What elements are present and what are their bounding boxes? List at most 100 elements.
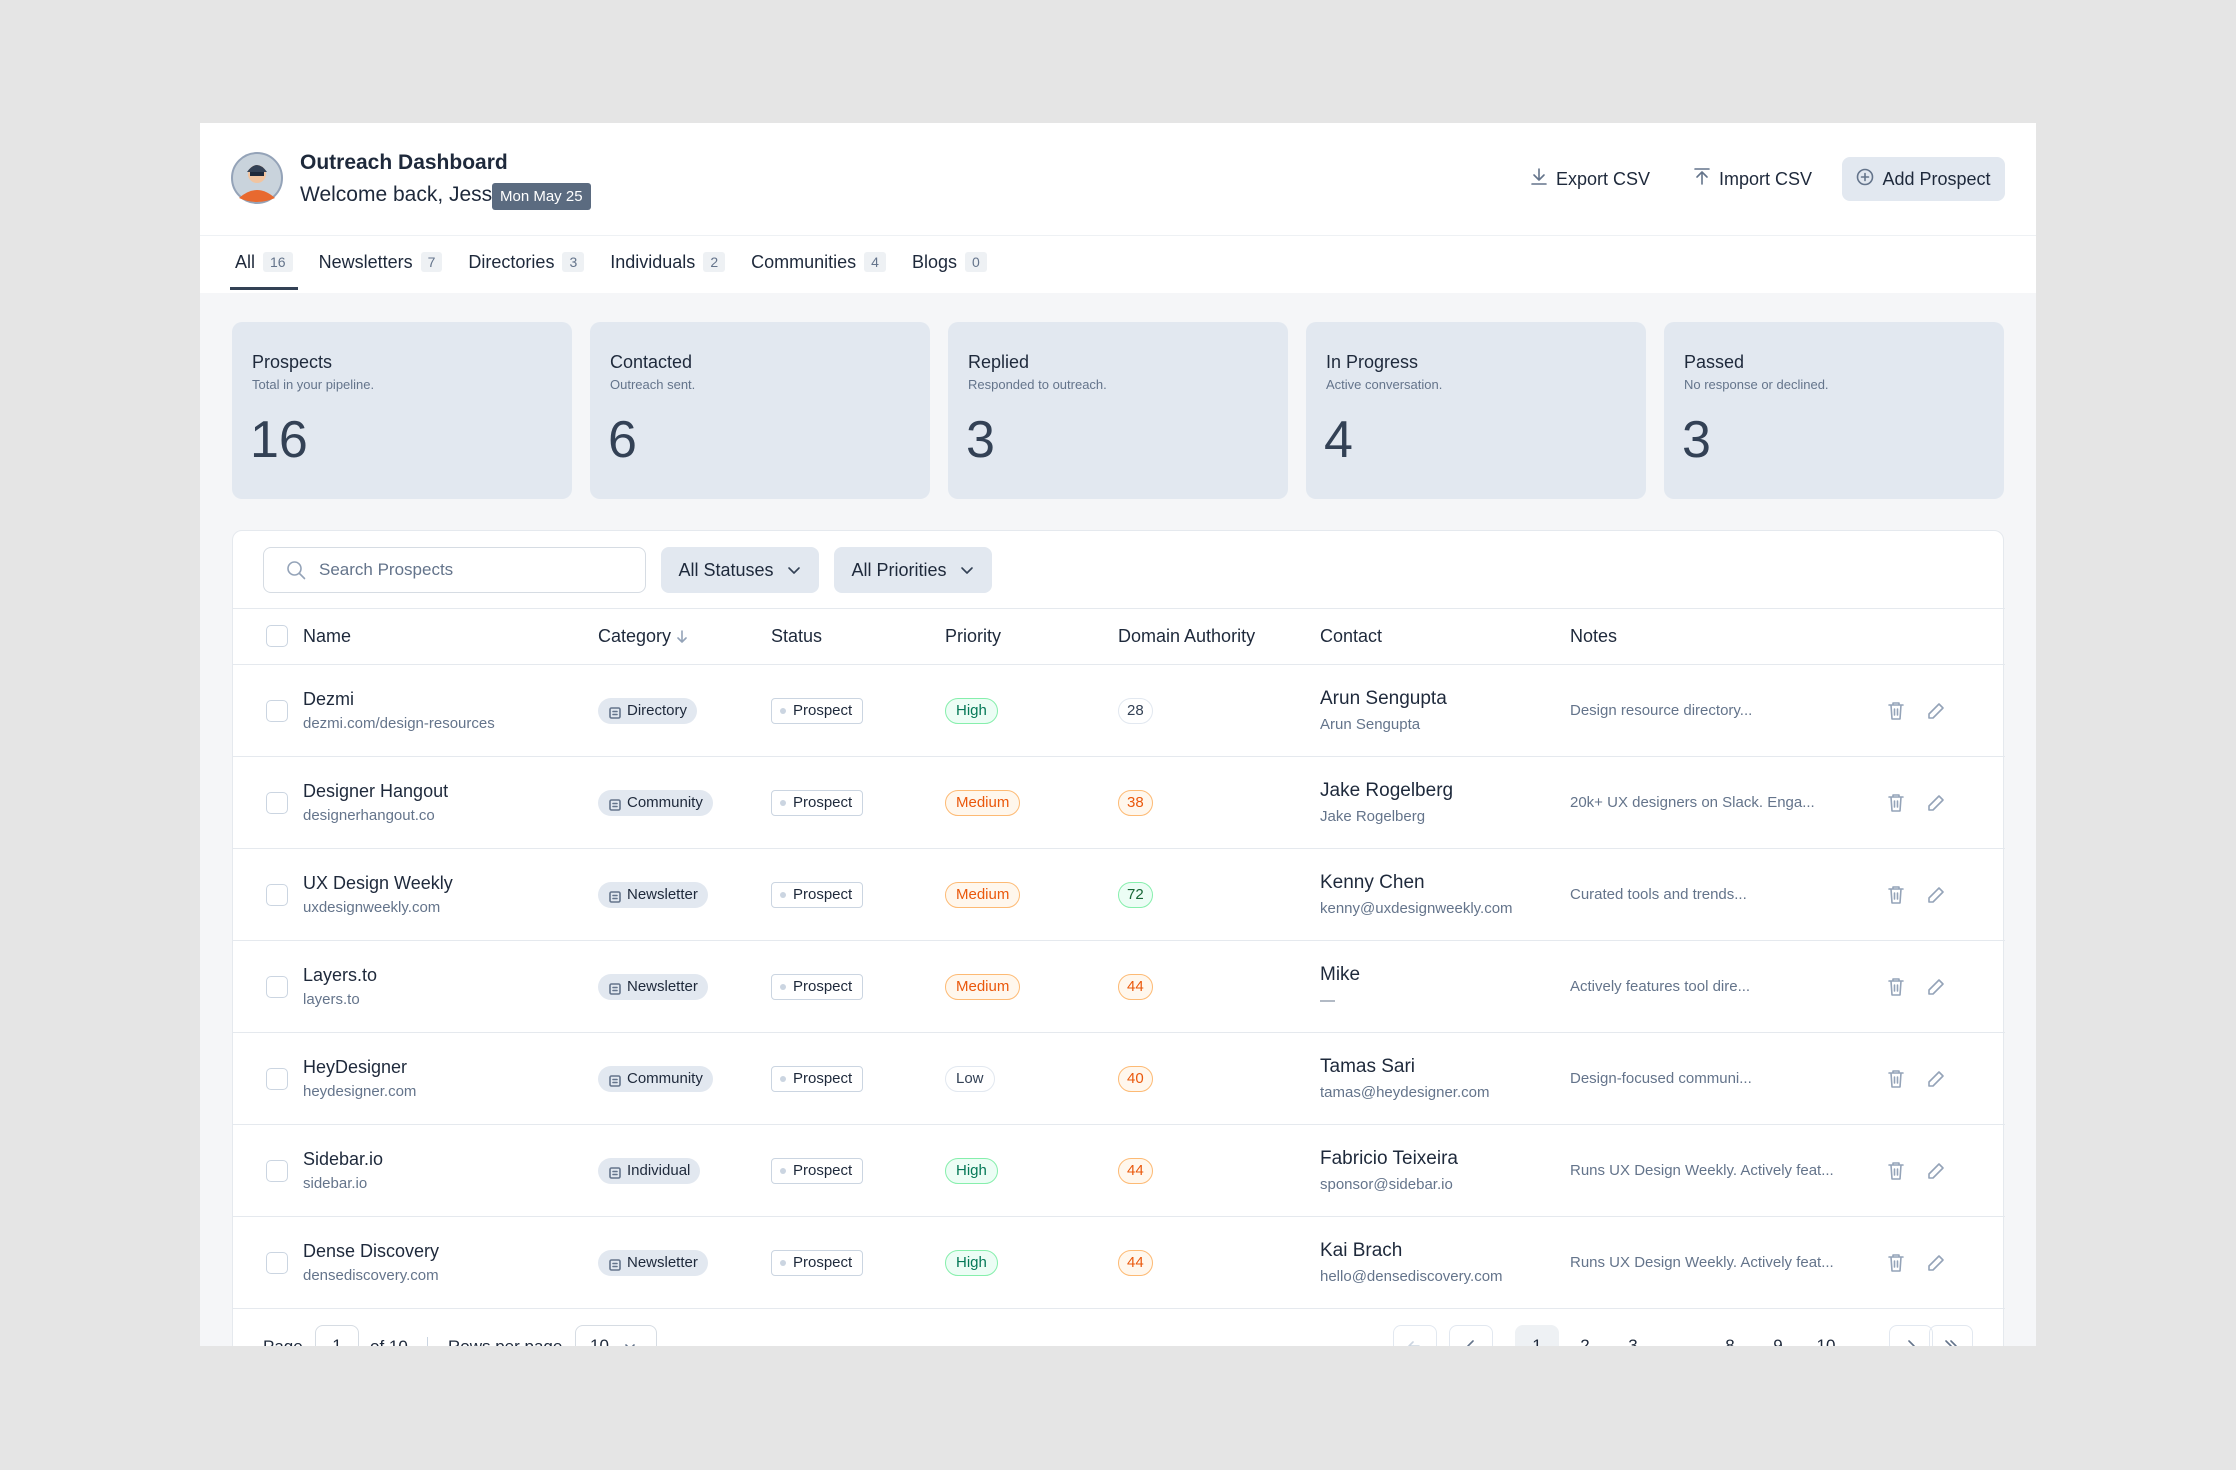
nav-icon (1407, 1338, 1423, 1346)
contact-name: Mike (1320, 964, 1361, 985)
stat-label: Replied (968, 352, 1030, 372)
title: Outreach Dashboard (300, 151, 508, 174)
category-label: Directory (627, 702, 688, 719)
stat-label: Contacted (610, 352, 693, 372)
row-checkbox[interactable] (266, 976, 288, 998)
prospect-name: Layers.to (303, 965, 378, 985)
action-icon (1530, 167, 1548, 191)
prospect-url: uxdesignweekly.com (303, 899, 441, 916)
filter-dropdown[interactable]: All Statuses (661, 547, 819, 593)
tab[interactable]: Individuals 2 (610, 247, 726, 277)
row-checkbox[interactable] (266, 1160, 288, 1182)
tab[interactable]: Blogs 0 (912, 247, 987, 277)
nav-icon (1463, 1338, 1479, 1346)
table-row: Designer Hangout designerhangout.co Commun… (233, 756, 2005, 848)
page-nav[interactable] (1929, 1325, 1973, 1346)
delete-button[interactable] (1887, 793, 1905, 818)
dashboard: Outreach Dashboard Welcome back, Jess Mon … (200, 123, 2036, 1346)
tab[interactable]: Communities 4 (751, 247, 886, 277)
page-number[interactable]: 3 (1628, 1336, 1638, 1346)
category-badge: Community (598, 1066, 713, 1092)
prospect-url: designerhangout.co (303, 807, 435, 824)
column-header: Status (771, 626, 823, 646)
delete-button[interactable] (1887, 885, 1905, 910)
status-dot (780, 892, 786, 898)
row-checkbox[interactable] (266, 1068, 288, 1090)
category-icon (608, 1072, 622, 1087)
stat-value: 6 (608, 411, 637, 469)
page-number[interactable]: 9 (1773, 1336, 1783, 1346)
filter-label: All Statuses (678, 559, 774, 580)
tab[interactable]: Newsletters 7 (319, 247, 443, 277)
status-label: Prospect (793, 978, 853, 995)
row-checkbox[interactable] (266, 1252, 288, 1274)
stat-card: In Progress Active conversation. 4 (1306, 322, 1646, 499)
divider (200, 235, 2036, 236)
page-number[interactable]: 1 (1515, 1325, 1559, 1346)
edit-button[interactable] (1926, 793, 1946, 818)
action-button[interactable]: Import CSV (1693, 161, 1812, 197)
contact-detail: tamas@heydesigner.com (1320, 1084, 1490, 1101)
page-number[interactable]: 8 (1725, 1336, 1735, 1346)
contact-name: Jake Rogelberg (1320, 780, 1454, 801)
tabs: All 16 Newsletters 7 Directories 3 Individuals… (230, 247, 987, 290)
delete-button[interactable] (1887, 977, 1905, 1002)
column-header: Category (598, 626, 672, 646)
tab[interactable]: All 16 (230, 247, 298, 290)
page-nav[interactable] (1449, 1325, 1493, 1346)
edit-button[interactable] (1926, 977, 1946, 1002)
prospect-url: layers.to (303, 991, 360, 1008)
delete-button[interactable] (1887, 701, 1905, 726)
page-number[interactable]: 10 (1816, 1336, 1836, 1346)
contact-detail: hello@densediscovery.com (1320, 1268, 1503, 1285)
search-icon (286, 560, 306, 585)
row-checkbox[interactable] (266, 700, 288, 722)
status-label: Prospect (793, 886, 853, 903)
category-label: Community (627, 794, 703, 811)
pagination: Page 1 of 10 Rows per page 10 1 2 3 8 9 10 (233, 1308, 2005, 1346)
delete-button[interactable] (1887, 1253, 1905, 1278)
page-number[interactable]: 2 (1580, 1336, 1590, 1346)
edit-button[interactable] (1926, 885, 1946, 910)
edit-button[interactable] (1926, 1253, 1946, 1278)
filter-dropdown[interactable]: All Priorities (834, 547, 992, 593)
page-nav[interactable] (1393, 1325, 1437, 1346)
add-button[interactable]: Add Prospect (1842, 157, 2005, 201)
delete-button[interactable] (1887, 1161, 1905, 1186)
tab-label: Communities (751, 251, 857, 272)
add-icon (1856, 168, 1874, 191)
page-nav[interactable] (1889, 1325, 1933, 1346)
row-checkbox[interactable] (266, 792, 288, 814)
contact-detail: Arun Sengupta (1320, 716, 1421, 733)
row-checkbox[interactable] (266, 884, 288, 906)
page-input[interactable]: 1 (315, 1325, 359, 1346)
category-label: Individual (627, 1162, 691, 1179)
tab-count: 0 (964, 252, 987, 272)
table-row: Dezmi dezmi.com/design-resources Directory… (233, 664, 2005, 756)
search-box[interactable]: Search Prospects (263, 547, 646, 593)
domain-authority-badge: 44 (1118, 974, 1153, 1000)
contact-name: Kai Brach (1320, 1240, 1403, 1261)
sort-icon (676, 629, 688, 650)
rows-select[interactable]: 10 (575, 1325, 657, 1346)
tab-label: Directories (468, 251, 555, 272)
column-header: Contact (1320, 626, 1383, 646)
edit-button[interactable] (1926, 1161, 1946, 1186)
tab[interactable]: Directories 3 (468, 247, 585, 277)
notes: Curated tools and trends... (1570, 886, 1747, 903)
contact-detail: — (1320, 992, 1335, 1009)
status-label: Prospect (793, 1254, 853, 1271)
edit-button[interactable] (1926, 701, 1946, 726)
status-dot (780, 984, 786, 990)
header-checkbox[interactable] (266, 625, 288, 647)
status-dot (780, 800, 786, 806)
status-label: Prospect (793, 794, 853, 811)
stat-label: Passed (1684, 352, 1745, 372)
stat-caption: Total in your pipeline. (252, 377, 375, 392)
tab-label: Blogs (911, 251, 957, 272)
delete-button[interactable] (1887, 1069, 1905, 1094)
action-button[interactable]: Export CSV (1530, 161, 1650, 197)
edit-button[interactable] (1926, 1069, 1946, 1094)
stat-label: Prospects (252, 352, 333, 372)
